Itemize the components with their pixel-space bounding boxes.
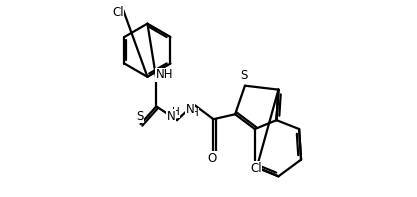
Text: N: N xyxy=(186,103,194,116)
Text: N: N xyxy=(167,110,176,123)
Text: O: O xyxy=(208,152,217,165)
Text: H: H xyxy=(191,108,198,118)
Text: Cl: Cl xyxy=(250,162,261,175)
Text: H: H xyxy=(172,107,180,117)
Text: Cl: Cl xyxy=(112,6,124,19)
Text: S: S xyxy=(240,69,248,82)
Text: S: S xyxy=(136,110,143,123)
Text: NH: NH xyxy=(156,68,173,81)
